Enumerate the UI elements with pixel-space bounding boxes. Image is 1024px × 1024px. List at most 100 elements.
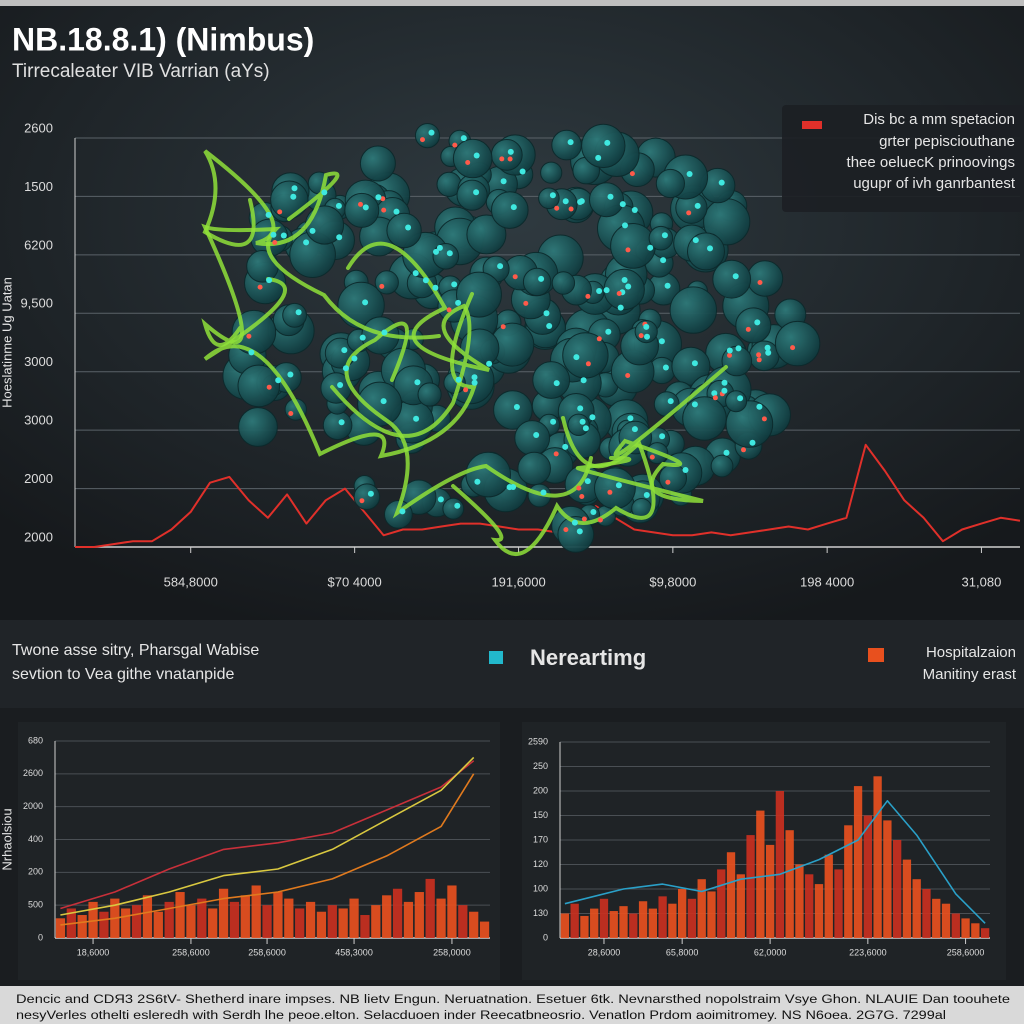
callout-text: Dis bc a mm spetacion	[863, 111, 1015, 128]
glow-dot	[379, 283, 385, 289]
glow-dot	[257, 284, 263, 290]
glow-dot	[523, 300, 529, 306]
bar	[629, 913, 638, 938]
bar	[873, 776, 882, 938]
glow-dot	[595, 154, 602, 161]
bar	[687, 898, 697, 938]
bar	[327, 905, 337, 938]
glow-dot	[589, 414, 596, 421]
glow-dot	[580, 377, 587, 384]
glow-dot	[553, 451, 559, 457]
bar	[295, 908, 305, 938]
glow-dot	[275, 377, 282, 384]
glow-dot	[790, 345, 796, 351]
glow-dot	[380, 398, 387, 405]
bar	[349, 898, 359, 938]
bar	[736, 874, 745, 938]
glow-dot	[617, 304, 624, 311]
glow-dot	[463, 387, 469, 393]
bar	[678, 889, 687, 938]
glow-dot	[500, 324, 506, 330]
y-tick-label: 2000	[24, 529, 53, 544]
atom	[748, 340, 780, 372]
glow-dot	[358, 201, 363, 207]
glow-dot	[270, 231, 277, 238]
atom	[465, 451, 512, 498]
atom	[322, 410, 353, 441]
atom	[344, 192, 380, 228]
atom	[452, 138, 493, 179]
glow-dot	[446, 250, 453, 257]
glow-dot	[512, 274, 518, 280]
note-text: sevtion to Vea githe vnatanpide	[12, 666, 234, 683]
glow-dot	[433, 248, 439, 255]
atom	[417, 382, 442, 407]
bar	[980, 928, 990, 938]
atom	[655, 168, 686, 199]
glow-dot	[336, 234, 343, 241]
y-tick-label: 6200	[24, 237, 53, 252]
glow-dot	[649, 454, 655, 460]
atom	[442, 497, 465, 520]
bar	[186, 905, 196, 938]
atom	[540, 161, 563, 184]
atom	[774, 320, 821, 367]
atom	[414, 123, 441, 149]
line	[75, 443, 1021, 548]
glow-dot	[627, 415, 634, 422]
bar	[197, 898, 207, 938]
glow-dot	[295, 309, 302, 316]
glow-dot	[321, 189, 328, 196]
y-tick-label: 200	[28, 867, 43, 877]
atom	[567, 413, 590, 436]
y-tick-label: 2600	[23, 768, 43, 778]
y-tick-label: 9,500	[20, 296, 53, 311]
glow-dot	[607, 489, 613, 495]
bar	[175, 892, 185, 938]
y-tick-label: 0	[543, 932, 548, 942]
atom	[532, 361, 571, 399]
glow-dot	[605, 328, 612, 335]
glow-dot	[367, 490, 374, 497]
glow-dot	[597, 517, 603, 523]
title: NB.18.8.1) (Nimbus)	[12, 21, 314, 57]
atom	[514, 420, 551, 456]
glow-dot	[248, 349, 255, 356]
glow-dot	[579, 418, 586, 425]
atom	[603, 268, 645, 311]
glow-dot	[686, 210, 692, 216]
glow-dot	[621, 277, 628, 283]
glow-dot	[765, 349, 772, 356]
bar	[893, 840, 902, 938]
y-tick-label: 150	[533, 810, 548, 820]
bar	[284, 898, 294, 938]
glow-dot	[338, 419, 345, 426]
y-tick-label: 2000	[23, 801, 43, 811]
glow-dot	[554, 205, 560, 211]
bar	[447, 885, 457, 938]
atom	[493, 390, 533, 430]
bar	[218, 888, 229, 938]
glow-dot	[362, 204, 369, 211]
glow-dot	[631, 207, 638, 213]
bar	[580, 915, 589, 938]
glow-dot	[500, 178, 507, 185]
y-tick-label: 170	[533, 834, 548, 844]
bar	[99, 911, 109, 938]
y-tick-label: 0	[38, 932, 43, 942]
atom	[712, 259, 752, 299]
glow-dot	[420, 137, 425, 143]
glow-dot	[455, 299, 462, 306]
glow-dot	[538, 275, 545, 282]
atom	[538, 187, 560, 210]
atom	[282, 302, 308, 328]
glow-dot	[625, 283, 632, 290]
bar	[88, 901, 98, 938]
bar	[240, 895, 250, 938]
atom	[238, 407, 278, 447]
atom	[581, 123, 626, 169]
glow-dot	[380, 196, 386, 202]
legend-note: Manitiny erast	[923, 666, 1017, 683]
glow-dot	[471, 379, 478, 386]
footer-text: nesyVerles othelti esleredh with Serdh l…	[16, 1010, 946, 1022]
